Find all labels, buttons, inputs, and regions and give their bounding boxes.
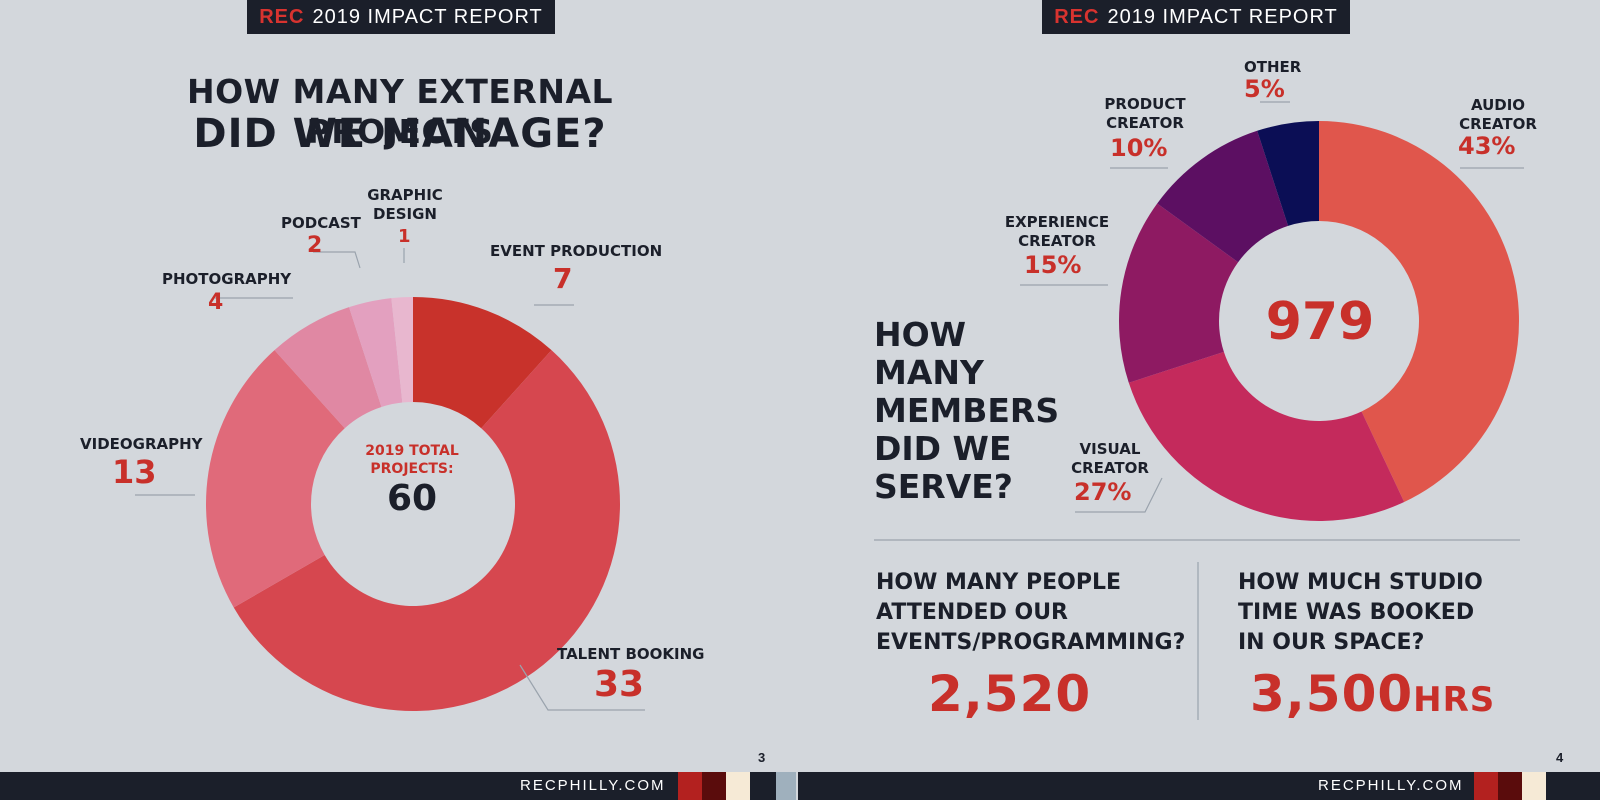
footer-swatch	[726, 772, 750, 800]
members-slice-product-creator	[1157, 130, 1289, 263]
footer-swatch	[678, 772, 702, 800]
page3-headline-line2: DID WE MANAGE?	[193, 111, 607, 157]
projects-slice-podcast	[349, 298, 403, 407]
slice-label-photography: PHOTOGRAPHY	[162, 270, 292, 288]
studio-time-value: 3,500	[1250, 665, 1414, 723]
footer-swatch	[776, 772, 796, 800]
slice-label-talent-booking: TALENT BOOKING	[557, 645, 705, 663]
members-slice-experience-creator	[1119, 203, 1239, 383]
total-projects-value: 60	[386, 478, 438, 519]
page-number-4: 4	[1556, 750, 1564, 765]
attendance-value: 2,520	[928, 665, 1092, 723]
report-title: 2019 IMPACT REPORT	[312, 5, 543, 28]
members-slice-other	[1257, 121, 1319, 226]
slice-label-other: OTHER	[1244, 58, 1302, 76]
slice-value-visual-creator: 27%	[1074, 478, 1132, 506]
leader-line	[1075, 477, 1163, 513]
members-slice-audio-creator	[1319, 121, 1519, 502]
slice-value-other: 5%	[1244, 75, 1285, 103]
slice-label-videography: VIDEOGRAPHY	[80, 435, 203, 453]
page-number-3: 3	[758, 750, 766, 765]
slice-value-talent-booking: 33	[594, 664, 645, 705]
studio-time-unit: HRS	[1413, 680, 1496, 720]
brand-label: REC	[1054, 5, 1100, 28]
leader-line	[519, 664, 645, 711]
website-label: RECPHILLY.COM	[1318, 777, 1464, 794]
slice-value-experience-creator: 15%	[1024, 251, 1082, 279]
footer-swatch	[1522, 772, 1546, 800]
slice-value-podcast: 2	[307, 233, 323, 258]
projects-donut-chart	[205, 297, 621, 711]
slice-value-photography: 4	[208, 290, 224, 315]
projects-slice-graphic-design	[391, 297, 413, 403]
footer-right: RECPHILLY.COM	[798, 772, 1600, 800]
slice-value-event-production: 7	[553, 262, 573, 295]
slice-value-product-creator: 10%	[1110, 134, 1168, 162]
footer-swatch	[1498, 772, 1522, 800]
members-donut-chart	[1119, 121, 1519, 522]
projects-slice-talent-booking	[233, 350, 621, 711]
report-badge-left: REC 2019 IMPACT REPORT	[247, 0, 555, 34]
slice-label-graphic-design: GRAPHIC DESIGN	[367, 186, 443, 223]
studio-time-question: HOW MUCH STUDIO TIME WAS BOOKED IN OUR S…	[1238, 570, 1483, 655]
report-badge-right: REC 2019 IMPACT REPORT	[1042, 0, 1350, 34]
slice-label-event-production: EVENT PRODUCTION	[490, 242, 663, 260]
slice-label-podcast: PODCAST	[281, 214, 361, 232]
report-title: 2019 IMPACT REPORT	[1107, 5, 1338, 28]
slice-label-audio-creator: AUDIO CREATOR	[1459, 96, 1537, 133]
total-projects-label: 2019 TOTAL PROJECTS:	[365, 443, 459, 477]
attendance-question: HOW MANY PEOPLE ATTENDED OUR EVENTS/PROG…	[876, 570, 1186, 655]
members-slice-visual-creator	[1128, 351, 1405, 522]
page3-headline-line1: HOW MANY EXTERNAL PROJECTS	[186, 72, 614, 151]
total-members-value: 979	[1265, 292, 1375, 352]
studio-time-value-wrap: 3,500HRS	[1250, 665, 1495, 723]
slice-value-videography: 13	[112, 453, 157, 491]
footer-left: RECPHILLY.COM	[0, 772, 796, 800]
leader-line	[313, 251, 361, 269]
projects-slice-event-production	[413, 297, 552, 429]
slice-value-graphic-design: 1	[398, 226, 411, 247]
slice-label-visual-creator: VISUAL CREATOR	[1071, 440, 1149, 477]
leader-lines	[135, 101, 1524, 720]
page4-headline: HOW MANY MEMBERS DID WE SERVE?	[874, 315, 1060, 506]
brand-label: REC	[259, 5, 305, 28]
slice-label-experience-creator: EXPERIENCE CREATOR	[1004, 213, 1110, 250]
projects-slice-photography	[274, 307, 382, 429]
footer-swatch	[1474, 772, 1498, 800]
footer-swatch	[702, 772, 726, 800]
projects-slice-videography	[205, 350, 345, 608]
website-label: RECPHILLY.COM	[520, 777, 666, 794]
slice-label-product-creator: PRODUCT CREATOR	[1104, 95, 1186, 132]
slice-value-audio-creator: 43%	[1458, 132, 1516, 160]
